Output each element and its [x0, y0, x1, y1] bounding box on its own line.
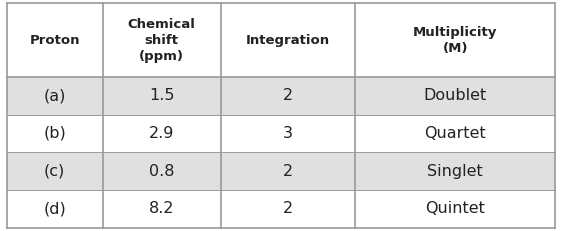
Text: 2.9: 2.9	[149, 126, 174, 141]
Bar	[7, 190, 555, 228]
Text: 3: 3	[283, 126, 293, 141]
Text: (b): (b)	[43, 126, 66, 141]
Bar	[7, 77, 555, 115]
Text: Multiplicity
(M): Multiplicity (M)	[413, 26, 497, 55]
Text: 2: 2	[283, 201, 293, 216]
Text: 0.8: 0.8	[149, 164, 174, 179]
Text: (c): (c)	[44, 164, 65, 179]
Bar	[7, 3, 555, 77]
Text: Quintet: Quintet	[425, 201, 485, 216]
Bar	[7, 115, 555, 152]
Text: Proton: Proton	[29, 34, 80, 47]
Text: Integration: Integration	[246, 34, 330, 47]
Text: (a): (a)	[43, 88, 66, 103]
Text: 2: 2	[283, 88, 293, 103]
Text: Chemical
shift
(ppm): Chemical shift (ppm)	[128, 18, 196, 63]
Text: Doublet: Doublet	[424, 88, 487, 103]
Text: (d): (d)	[43, 201, 66, 216]
Text: Singlet: Singlet	[427, 164, 483, 179]
Text: 8.2: 8.2	[149, 201, 174, 216]
Text: 2: 2	[283, 164, 293, 179]
Bar	[7, 152, 555, 190]
Text: 1.5: 1.5	[149, 88, 174, 103]
Text: Quartet: Quartet	[424, 126, 486, 141]
